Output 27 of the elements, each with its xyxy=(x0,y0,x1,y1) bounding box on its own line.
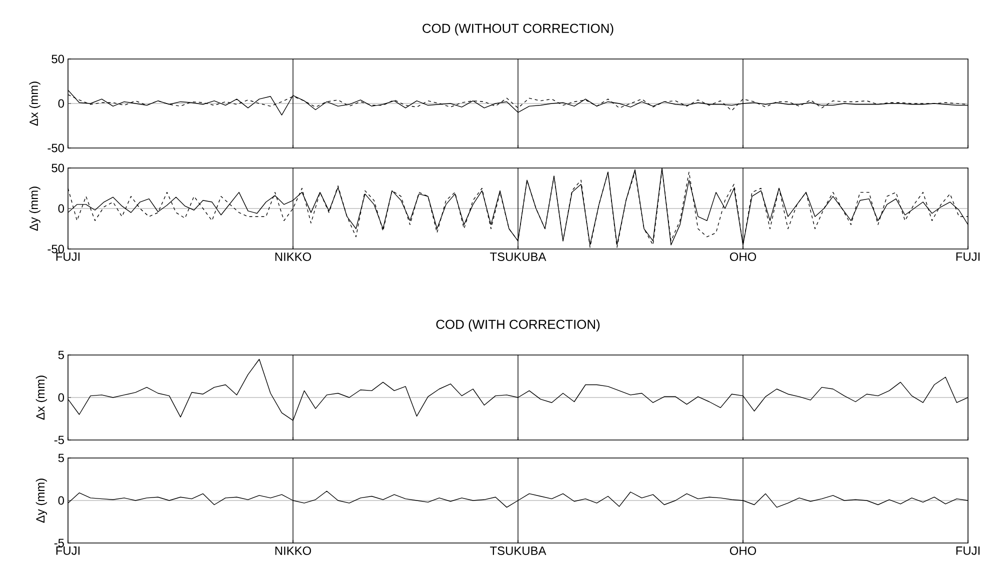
y-tick-label: 5 xyxy=(58,454,64,462)
y-tick-label: -50 xyxy=(48,144,64,152)
y-tick-label: 0 xyxy=(58,99,64,108)
x-tick-label: TSUKUBA xyxy=(490,252,546,261)
x-tick-label: FUJI xyxy=(956,546,980,555)
y-tick-label: 50 xyxy=(52,54,64,64)
x-tick-label: NIKKO xyxy=(275,252,312,261)
y-tick-label: 0 xyxy=(58,393,64,402)
y-tick-label: -50 xyxy=(48,244,64,254)
y-tick-label: -5 xyxy=(54,436,64,444)
y-axis-title: Δx (mm) xyxy=(36,376,48,420)
x-tick-label: TSUKUBA xyxy=(490,546,546,555)
y-tick-label: 0 xyxy=(58,496,64,505)
x-tick-label: FUJI xyxy=(56,252,80,261)
x-tick-label: FUJI xyxy=(956,252,980,261)
y-tick-label: 5 xyxy=(58,350,64,360)
chart-title: COD (WITHOUT CORRECTION) xyxy=(422,23,614,36)
x-tick-label: OHO xyxy=(730,252,756,261)
chart-title: COD (WITH CORRECTION) xyxy=(436,319,600,332)
x-tick-label: NIKKO xyxy=(275,546,312,555)
y-axis-title: Δy (mm) xyxy=(29,186,40,231)
y-tick-label: 0 xyxy=(58,204,64,213)
x-tick-label: OHO xyxy=(730,546,756,555)
x-tick-label: FUJI xyxy=(56,546,80,555)
y-axis-title: Δy (mm) xyxy=(36,478,48,523)
y-axis-title: Δx (mm) xyxy=(29,82,40,126)
y-tick-label: 50 xyxy=(52,164,64,172)
